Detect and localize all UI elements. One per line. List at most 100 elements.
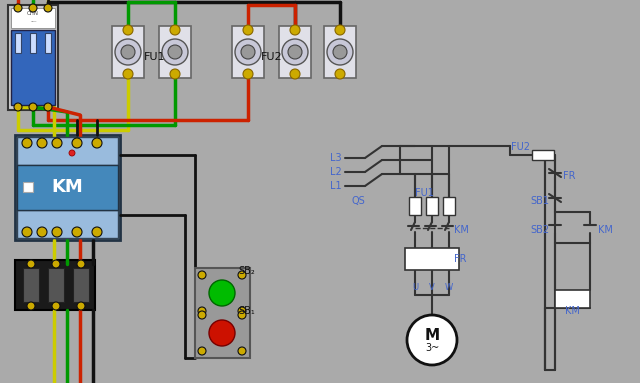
- Circle shape: [241, 45, 255, 59]
- Circle shape: [282, 39, 308, 65]
- Bar: [23, 268, 39, 302]
- Circle shape: [235, 39, 261, 65]
- Bar: [17, 210, 118, 238]
- Bar: [15, 135, 120, 240]
- Bar: [11, 8, 55, 28]
- Circle shape: [288, 45, 302, 59]
- Circle shape: [238, 311, 246, 319]
- Circle shape: [44, 103, 52, 111]
- Bar: [15, 260, 95, 310]
- Bar: [195, 268, 250, 358]
- Text: SB₂: SB₂: [238, 266, 255, 276]
- Circle shape: [243, 25, 253, 35]
- Circle shape: [22, 227, 32, 237]
- Bar: [30, 33, 36, 53]
- Circle shape: [243, 69, 253, 79]
- Bar: [555, 290, 590, 308]
- Text: KM: KM: [564, 306, 579, 316]
- Bar: [279, 26, 311, 78]
- Circle shape: [198, 307, 206, 315]
- Circle shape: [209, 280, 235, 306]
- Bar: [73, 268, 89, 302]
- Circle shape: [29, 103, 37, 111]
- Circle shape: [77, 302, 85, 310]
- Bar: [532, 150, 554, 160]
- Bar: [320, 140, 640, 383]
- Circle shape: [27, 260, 35, 268]
- Bar: [112, 26, 144, 78]
- Bar: [159, 26, 191, 78]
- Text: 3~: 3~: [425, 343, 439, 353]
- Circle shape: [170, 69, 180, 79]
- Circle shape: [198, 311, 206, 319]
- Circle shape: [290, 25, 300, 35]
- Text: CHN: CHN: [27, 10, 39, 15]
- Circle shape: [52, 302, 60, 310]
- Bar: [45, 33, 51, 53]
- Text: U: U: [412, 283, 418, 293]
- Text: FU2: FU2: [261, 52, 283, 62]
- Circle shape: [198, 347, 206, 355]
- Circle shape: [52, 227, 62, 237]
- Bar: [324, 26, 356, 78]
- Circle shape: [333, 45, 347, 59]
- Bar: [48, 268, 64, 302]
- Text: KM: KM: [454, 225, 469, 235]
- Bar: [426, 197, 438, 215]
- Circle shape: [69, 150, 75, 156]
- Circle shape: [92, 138, 102, 148]
- Text: FR: FR: [454, 254, 467, 264]
- Text: SB2: SB2: [530, 225, 549, 235]
- Circle shape: [290, 69, 300, 79]
- Bar: [409, 197, 421, 215]
- Circle shape: [44, 4, 52, 12]
- Circle shape: [162, 39, 188, 65]
- Circle shape: [115, 39, 141, 65]
- Text: FU1: FU1: [415, 188, 434, 198]
- Bar: [11, 30, 55, 105]
- Text: QS: QS: [351, 196, 365, 206]
- Text: FU2: FU2: [511, 142, 531, 152]
- Circle shape: [52, 138, 62, 148]
- Circle shape: [170, 25, 180, 35]
- Text: L1: L1: [330, 181, 342, 191]
- Circle shape: [77, 260, 85, 268]
- Text: W: W: [445, 283, 453, 293]
- Circle shape: [22, 138, 32, 148]
- Circle shape: [238, 347, 246, 355]
- Bar: [17, 165, 118, 210]
- Bar: [17, 137, 118, 165]
- Text: V: V: [429, 283, 435, 293]
- Text: L3: L3: [330, 153, 342, 163]
- Text: SB₁: SB₁: [238, 306, 255, 316]
- Circle shape: [72, 138, 82, 148]
- Bar: [23, 182, 33, 192]
- Text: ___: ___: [30, 18, 36, 22]
- Circle shape: [335, 69, 345, 79]
- Text: L2: L2: [330, 167, 342, 177]
- Circle shape: [121, 45, 135, 59]
- Bar: [15, 33, 21, 53]
- Circle shape: [14, 4, 22, 12]
- Bar: [8, 5, 58, 110]
- Circle shape: [327, 39, 353, 65]
- Circle shape: [238, 307, 246, 315]
- Bar: [405, 248, 459, 270]
- Circle shape: [27, 302, 35, 310]
- Text: SB1: SB1: [530, 196, 549, 206]
- Text: KM: KM: [598, 225, 613, 235]
- Text: FR: FR: [563, 171, 575, 181]
- Circle shape: [123, 25, 133, 35]
- Text: M: M: [424, 327, 440, 342]
- Circle shape: [198, 271, 206, 279]
- Circle shape: [52, 260, 60, 268]
- Bar: [232, 26, 264, 78]
- Circle shape: [92, 227, 102, 237]
- Circle shape: [14, 103, 22, 111]
- Circle shape: [209, 320, 235, 346]
- Circle shape: [335, 25, 345, 35]
- Circle shape: [238, 271, 246, 279]
- Circle shape: [72, 227, 82, 237]
- Circle shape: [37, 138, 47, 148]
- Circle shape: [168, 45, 182, 59]
